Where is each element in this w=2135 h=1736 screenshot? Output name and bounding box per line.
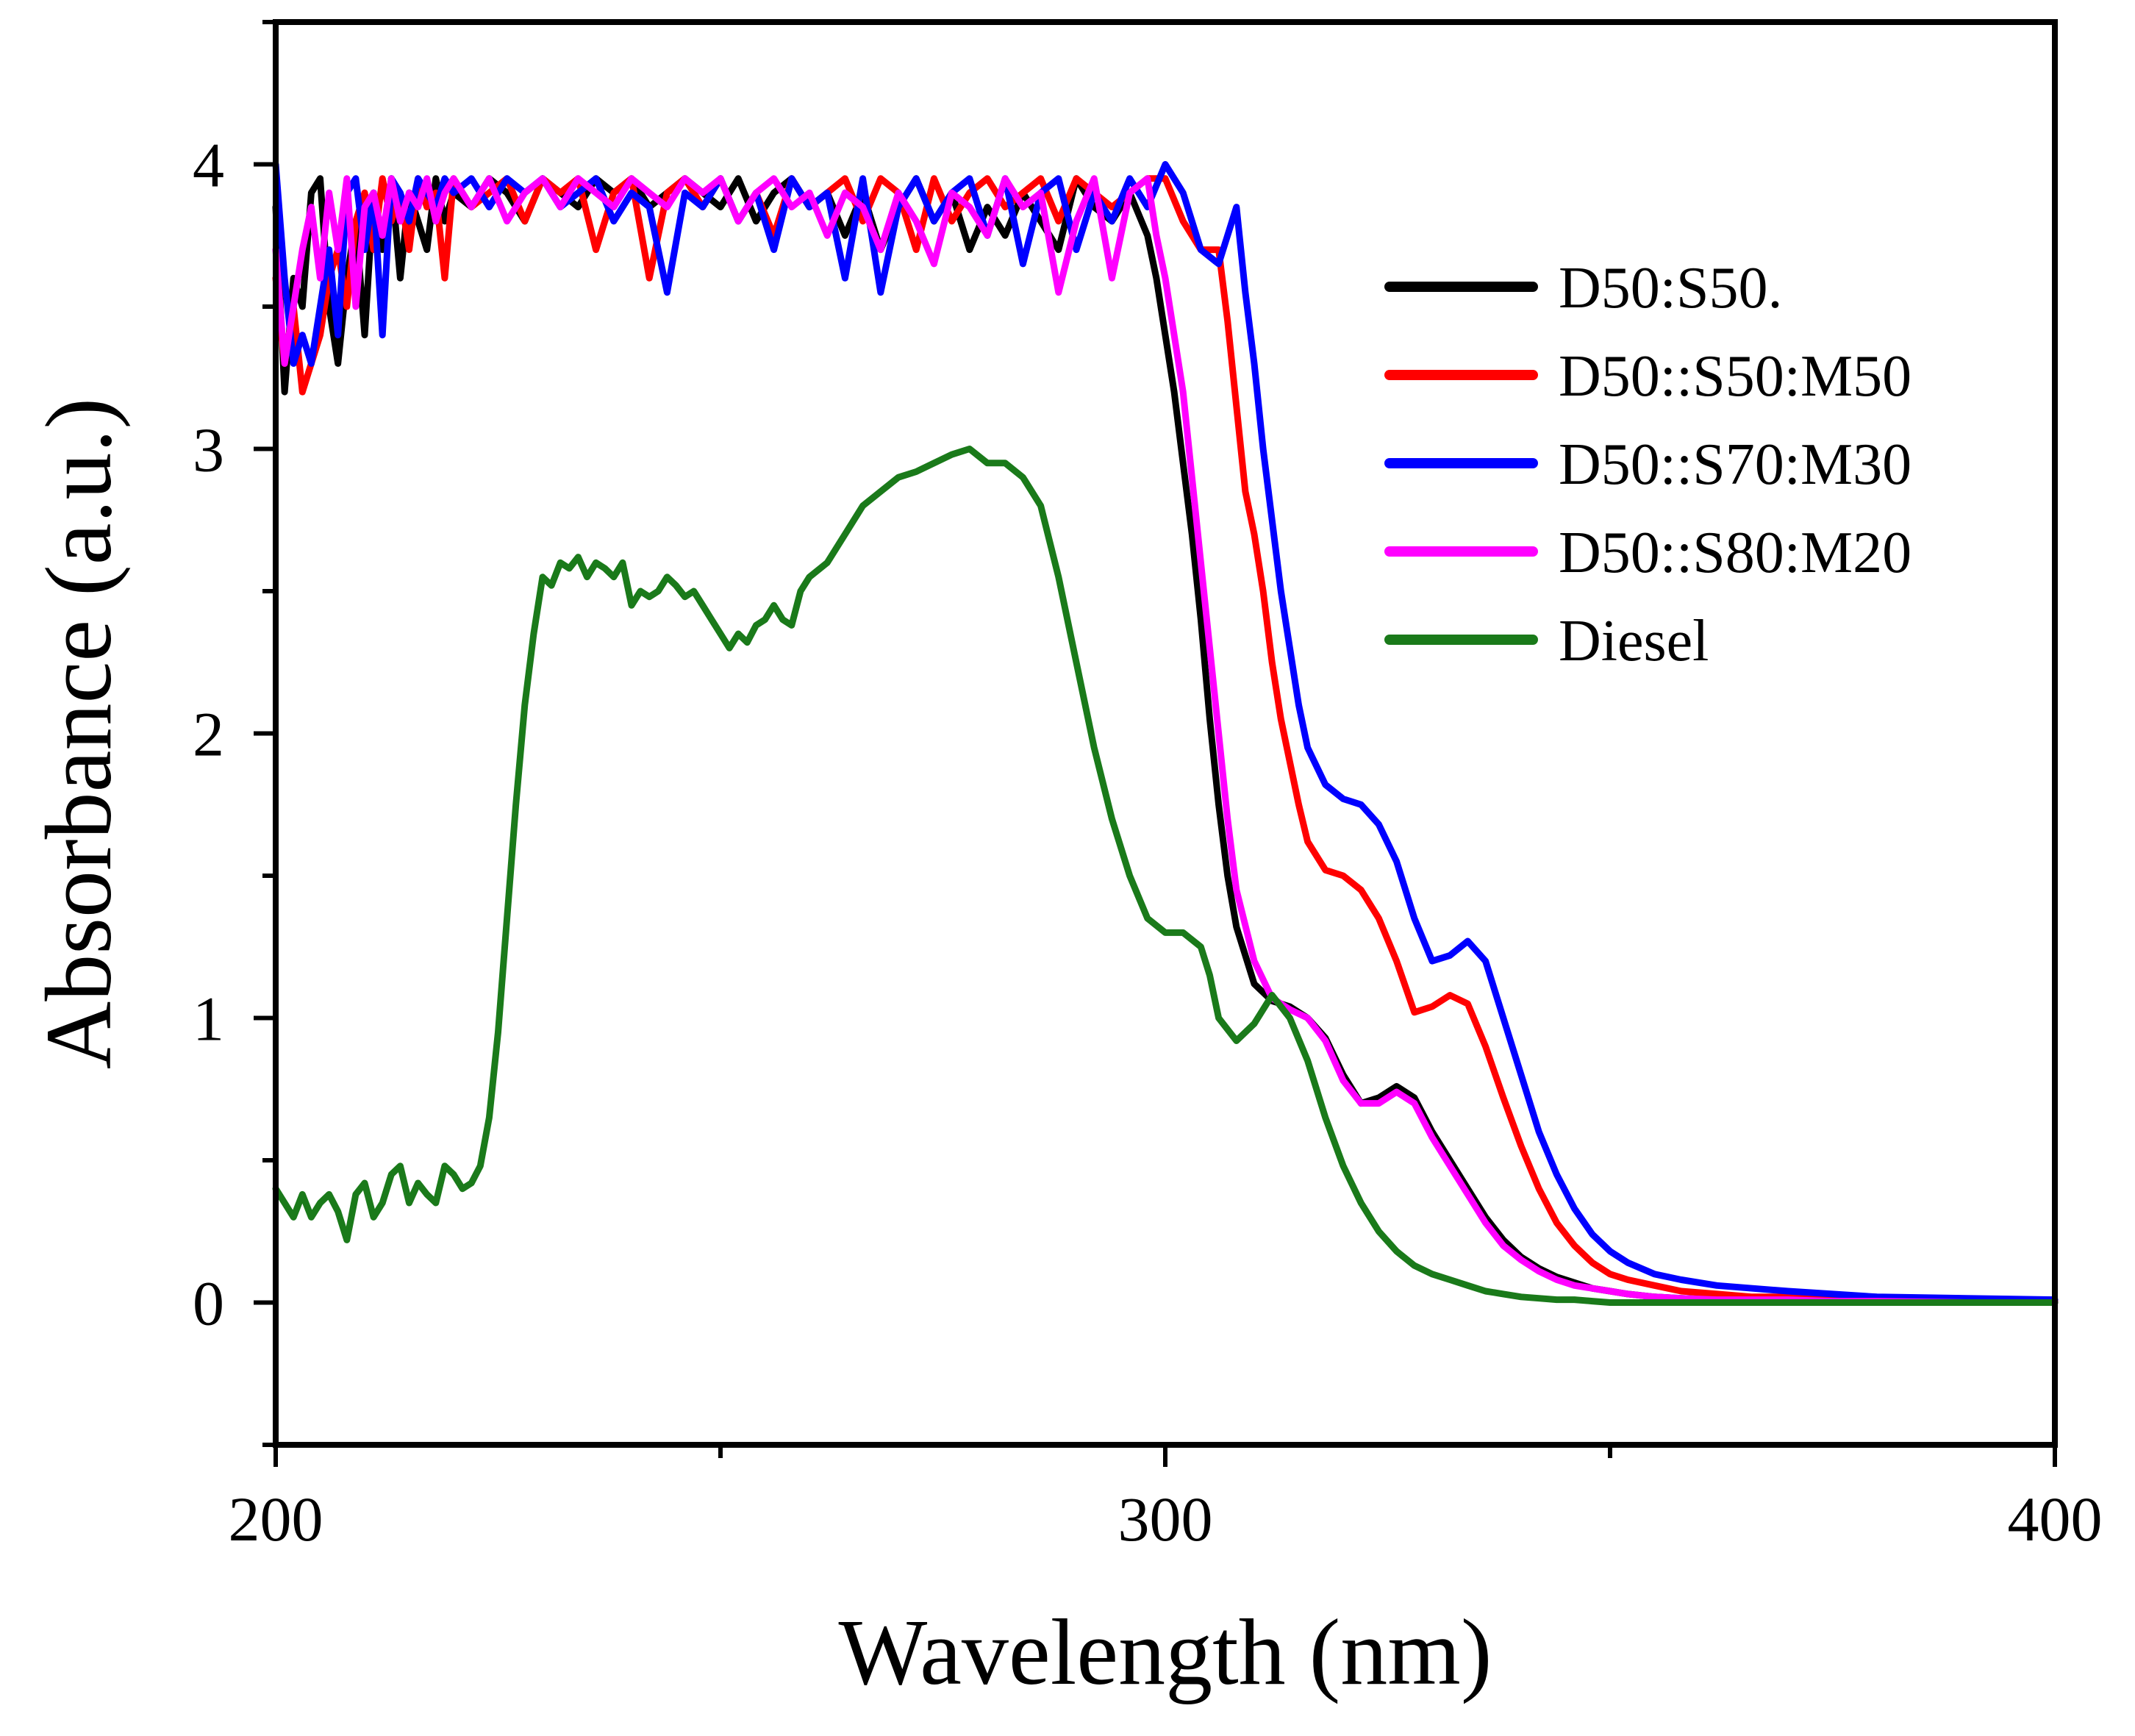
y-tick-label: 1: [193, 984, 224, 1054]
x-tick-label: 400: [2008, 1484, 2103, 1554]
series-layer: [272, 161, 2059, 1306]
legend-label: D50::S80:M20: [1559, 521, 1912, 585]
series-line-5: [272, 446, 2059, 1306]
y-tick-label: 0: [193, 1268, 224, 1339]
y-tick-label: 4: [193, 130, 224, 201]
plot-frame: [273, 19, 2058, 1448]
legend-label: D50::S70:M30: [1559, 432, 1912, 497]
legend-label: D50:S50.: [1559, 256, 1783, 321]
y-axis-title: Absorbance (a.u.): [26, 398, 131, 1069]
legend-label: D50::S50:M50: [1559, 344, 1912, 409]
legend-label: Diesel: [1559, 609, 1709, 674]
y-tick-label: 2: [193, 699, 224, 770]
x-axis-title: Wavelength (nm): [839, 1600, 1492, 1704]
y-tick-label: 3: [193, 415, 224, 485]
tick-layer: 200 300 400 0 1 2 3 4: [193, 20, 2103, 1554]
x-tick-label: 300: [1118, 1484, 1213, 1554]
series-line-4: [272, 175, 2059, 1306]
legend: D50:S50.D50::S50:M50D50::S70:M30D50::S80…: [1384, 256, 1912, 674]
series-line-1: [272, 175, 2059, 1306]
x-tick-label: 200: [229, 1484, 323, 1554]
